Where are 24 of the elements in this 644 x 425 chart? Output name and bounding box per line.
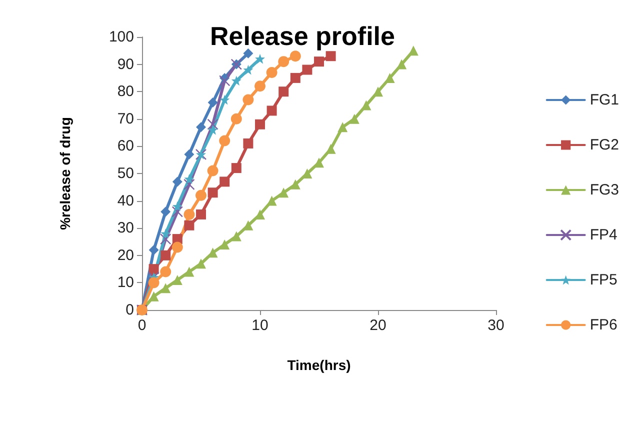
legend-label: FP6 <box>590 316 618 334</box>
chart-title: Release profile <box>210 21 395 51</box>
y-tick-label: 60 <box>117 138 134 155</box>
y-tick-label: 40 <box>117 192 134 210</box>
legend-label: FG3 <box>590 182 620 198</box>
y-tick-label: 20 <box>117 246 134 264</box>
y-tick-label: 90 <box>117 56 134 73</box>
y-tick-label: 50 <box>117 165 134 182</box>
x-tick-label: 20 <box>370 317 386 334</box>
legend-label: FP5 <box>590 272 618 288</box>
y-tick-label: 100 <box>108 28 134 46</box>
legend-label: FG2 <box>590 136 620 154</box>
x-tick-label: 0 <box>138 317 146 334</box>
y-tick-label: 70 <box>117 110 134 128</box>
y-axis-title: %release of drug <box>57 117 73 230</box>
y-tick-label: 80 <box>117 83 134 100</box>
x-tick-label: 10 <box>252 317 268 334</box>
x-tick-label: 30 <box>488 317 504 334</box>
y-tick-label: 30 <box>117 220 134 237</box>
y-tick-label: 10 <box>117 274 134 292</box>
legend-label: FG1 <box>590 92 620 108</box>
legend-label: FP4 <box>590 226 618 244</box>
x-axis-title: Time(hrs) <box>287 357 351 373</box>
y-tick-label: 0 <box>126 302 134 318</box>
